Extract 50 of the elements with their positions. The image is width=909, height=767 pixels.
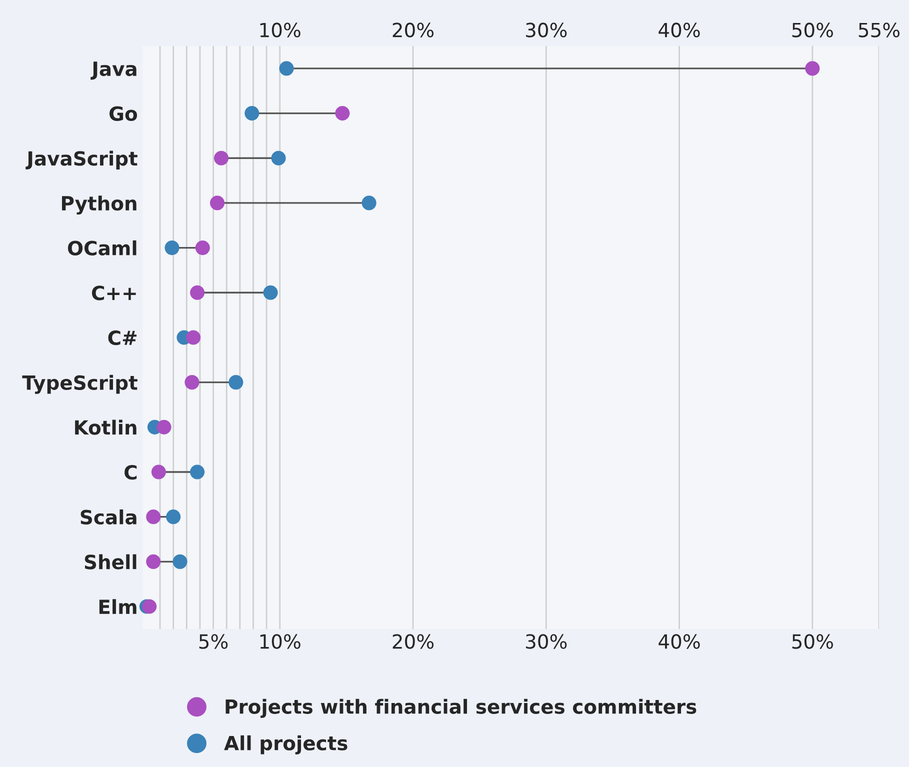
y-tick-label: C#: [108, 330, 137, 346]
point: [362, 196, 376, 210]
y-tick-label: Shell: [84, 554, 136, 570]
legend-label: All projects: [224, 735, 348, 754]
point: [805, 61, 820, 76]
x-tick-label: 5%: [199, 634, 228, 649]
point: [156, 420, 172, 434]
y-tick-label: Scala: [80, 509, 136, 525]
point: [142, 599, 157, 614]
point: [263, 285, 278, 300]
point: [172, 554, 188, 569]
x2-tick-label: 50%: [792, 22, 833, 38]
y-tick-label: Python: [62, 196, 136, 215]
y-tick-label: OCaml: [68, 240, 136, 256]
x-tick-label: 10%: [260, 634, 300, 649]
y-tick-label: TypeScript: [22, 374, 138, 394]
legend-label: Projects with financial services committers: [226, 698, 696, 718]
point: [228, 375, 244, 390]
point: [335, 106, 350, 121]
x2-tick-label: 10%: [260, 22, 300, 38]
y-tick-label: C++: [92, 286, 136, 300]
x2-tick-label: 20%: [392, 22, 434, 38]
y-tick-label: C: [124, 464, 137, 480]
point: [190, 464, 205, 480]
x-tick-label: 50%: [792, 634, 833, 649]
y-tick-label: JavaScript: [26, 150, 138, 170]
point: [146, 554, 161, 569]
point: [214, 150, 229, 166]
point: [210, 196, 225, 210]
point: [190, 285, 205, 300]
point: [164, 240, 180, 256]
x-tick-label: 40%: [658, 634, 700, 649]
y-tick-label: Go: [110, 106, 138, 121]
x-tick-label: 20%: [392, 634, 434, 649]
x2-tick-label: 40%: [658, 22, 700, 38]
point: [151, 464, 166, 480]
point: [244, 106, 260, 121]
y-tick-label: Elm: [99, 599, 136, 614]
point: [186, 330, 201, 345]
point: [271, 150, 286, 166]
point: [166, 510, 181, 524]
point: [279, 61, 294, 76]
x2-tick-label: 30%: [526, 22, 567, 38]
x-tick-label: 30%: [526, 634, 567, 649]
point: [195, 240, 210, 256]
x2-tick-label: 55%: [858, 22, 900, 38]
y-tick-label: Java: [90, 62, 136, 80]
point: [146, 510, 161, 524]
y-tick-label: Kotlin: [75, 420, 136, 435]
point: [184, 375, 200, 390]
